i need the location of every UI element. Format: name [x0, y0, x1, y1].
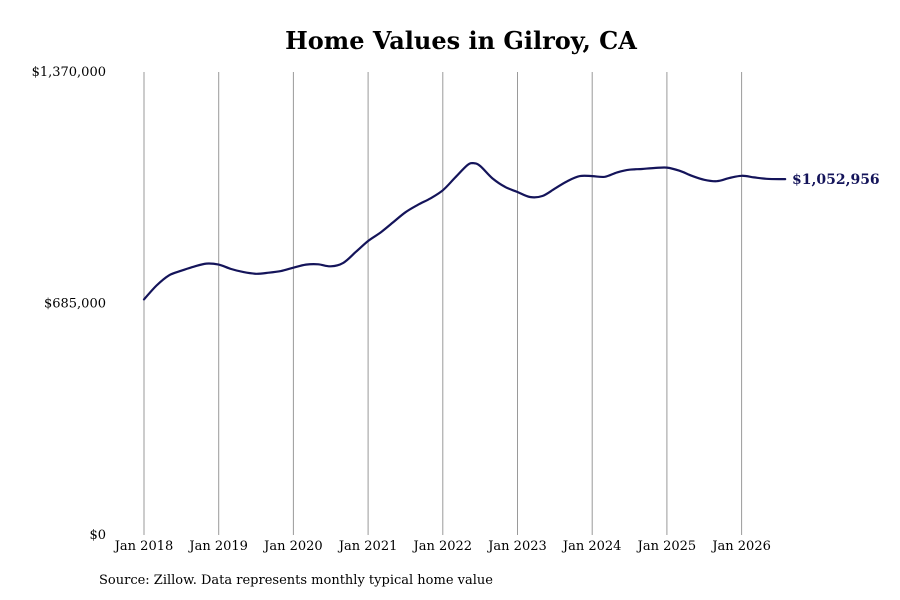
x-tick-label: Jan 2026	[710, 539, 771, 554]
x-tick-label: Jan 2025	[636, 539, 697, 554]
x-tick-label: Jan 2021	[337, 539, 398, 554]
x-tick-label: Jan 2018	[113, 539, 174, 554]
x-tick-label: Jan 2023	[486, 539, 547, 554]
series-lines	[142, 161, 787, 301]
y-tick-label: $1,370,000	[32, 65, 106, 80]
y-tick-label: $685,000	[44, 297, 106, 312]
y-axis-tick-labels: $0 $685,000 $1,370,000	[32, 65, 106, 543]
end-value-label: $1,052,956	[792, 172, 880, 188]
source-note: Source: Zillow. Data represents monthly …	[99, 573, 493, 588]
x-tick-label: Jan 2024	[561, 539, 622, 554]
end-value-label-group: $1,052,956	[792, 172, 880, 188]
x-axis-tick-labels: Jan 2018 Jan 2019 Jan 2020 Jan 2021 Jan 2022…	[113, 539, 771, 554]
series-line	[142, 161, 787, 301]
x-tick-label: Jan 2020	[262, 539, 323, 554]
x-tick-label: Jan 2019	[187, 539, 248, 554]
x-tick-label: Jan 2022	[412, 539, 473, 554]
vertical-gridlines	[143, 72, 743, 535]
chart-title: Home Values in Gilroy, CA	[285, 26, 637, 55]
y-tick-label: $0	[89, 528, 106, 543]
